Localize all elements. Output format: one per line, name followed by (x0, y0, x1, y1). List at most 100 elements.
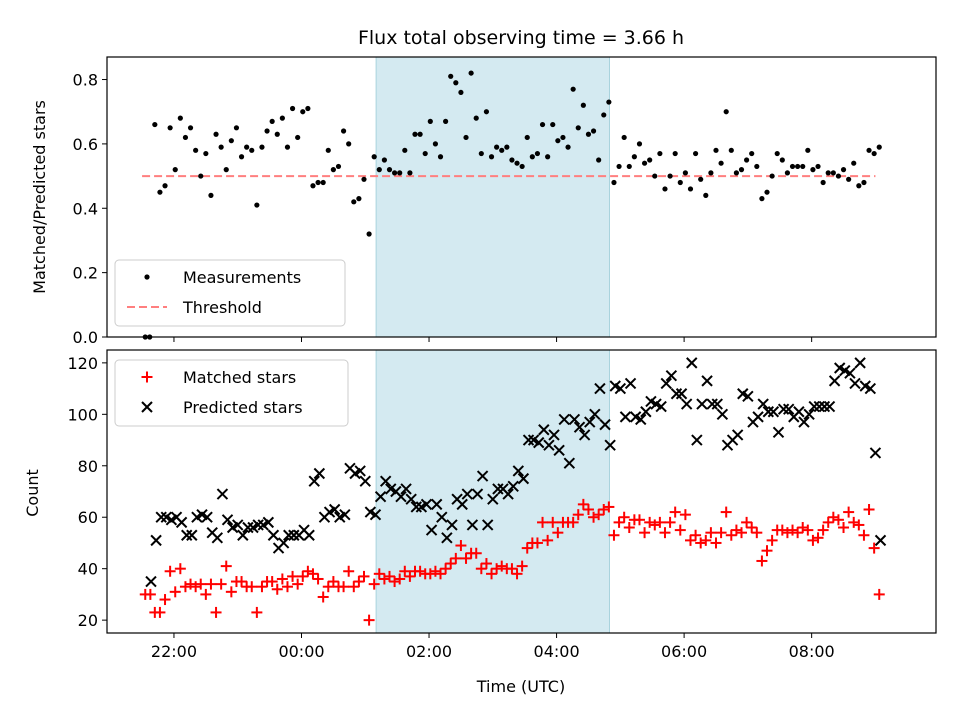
data-point (358, 570, 370, 582)
data-point-d2 (599, 418, 611, 431)
data-point (504, 144, 510, 150)
data-point (414, 565, 426, 577)
data-point (154, 606, 166, 618)
data-point (215, 578, 227, 590)
data-point (764, 189, 770, 195)
data-point (599, 418, 611, 431)
data-point-d2 (609, 380, 621, 392)
data-point (618, 511, 630, 523)
data-point-d2 (650, 398, 662, 410)
data-point (335, 163, 342, 170)
x-tick-label: 22:00 (151, 642, 197, 661)
data-point-d2 (604, 439, 616, 451)
data-point (254, 202, 260, 208)
data-point (405, 493, 417, 505)
data-point (402, 147, 408, 153)
data-point (182, 134, 189, 141)
data-point (828, 375, 841, 387)
data-point (340, 128, 347, 134)
data-point (325, 147, 331, 153)
series-measurements (142, 70, 882, 340)
data-point (598, 504, 610, 516)
data-point (328, 503, 341, 516)
data-point (417, 131, 423, 137)
data-point-d2 (563, 457, 576, 469)
data-point (782, 403, 795, 415)
data-point (496, 560, 508, 572)
data-point (635, 413, 647, 426)
data-point (868, 542, 880, 554)
data-point (369, 508, 382, 521)
data-point (692, 150, 699, 157)
data-point (619, 411, 632, 423)
data-point (691, 434, 703, 446)
data-point-d2 (175, 516, 188, 529)
data-point (585, 131, 592, 137)
data-point-d2 (874, 534, 887, 547)
data-point (354, 465, 366, 477)
data-point-d2 (201, 511, 213, 523)
data-point-d2 (410, 501, 422, 513)
data-point-d2 (339, 508, 351, 521)
data-point (558, 413, 570, 426)
highlight-span (375, 349, 611, 634)
data-point (589, 408, 601, 421)
data-point (611, 179, 617, 186)
data-point-d2 (568, 413, 581, 426)
legend: Matched stars Predicted stars (114, 359, 349, 427)
data-point (700, 534, 712, 546)
data-point (793, 406, 805, 418)
data-point (669, 506, 681, 518)
data-point-d2 (252, 519, 264, 531)
data-point-d2 (808, 400, 820, 413)
y-tick-label: 80 (78, 457, 98, 476)
data-point (843, 506, 855, 518)
data-point (553, 444, 565, 457)
data-point (866, 147, 872, 153)
data-point-d2 (451, 493, 463, 505)
data-point (361, 176, 367, 182)
data-point-d2 (757, 398, 769, 410)
data-point (588, 511, 600, 523)
data-point (832, 514, 844, 526)
data-point (470, 547, 482, 559)
data-point (436, 511, 448, 523)
data-point (317, 591, 329, 603)
data-point-d2 (594, 382, 606, 395)
y-tick-label: 0.8 (73, 71, 98, 90)
data-point (395, 490, 407, 503)
data-point (670, 388, 683, 400)
data-point (742, 390, 754, 403)
data-point-d2 (507, 480, 519, 493)
data-point (468, 70, 474, 76)
data-point (812, 532, 824, 544)
y-tick-label: 0.0 (73, 328, 98, 347)
data-point (460, 552, 472, 564)
data-point (744, 157, 750, 163)
data-point-d2 (686, 357, 698, 369)
data-point (633, 514, 645, 526)
data-point (389, 576, 401, 588)
data-point-d2 (578, 429, 591, 441)
data-point-d2 (762, 406, 774, 418)
data-point (190, 581, 202, 593)
data-point (580, 102, 586, 108)
data-point-d2 (655, 400, 667, 413)
data-point (478, 150, 484, 157)
data-point (601, 112, 607, 118)
data-point (776, 524, 788, 536)
data-point (305, 105, 311, 112)
data-point-d2 (742, 390, 754, 403)
data-point-d2 (221, 514, 234, 526)
data-point (521, 542, 533, 554)
data-point (348, 581, 360, 593)
legend-box (114, 259, 346, 327)
data-point (813, 400, 826, 413)
data-point (539, 121, 546, 128)
data-point (838, 522, 850, 534)
data-point (757, 398, 769, 410)
data-point (711, 398, 723, 410)
data-point (756, 555, 768, 567)
data-point (445, 558, 457, 570)
data-point (795, 163, 801, 170)
